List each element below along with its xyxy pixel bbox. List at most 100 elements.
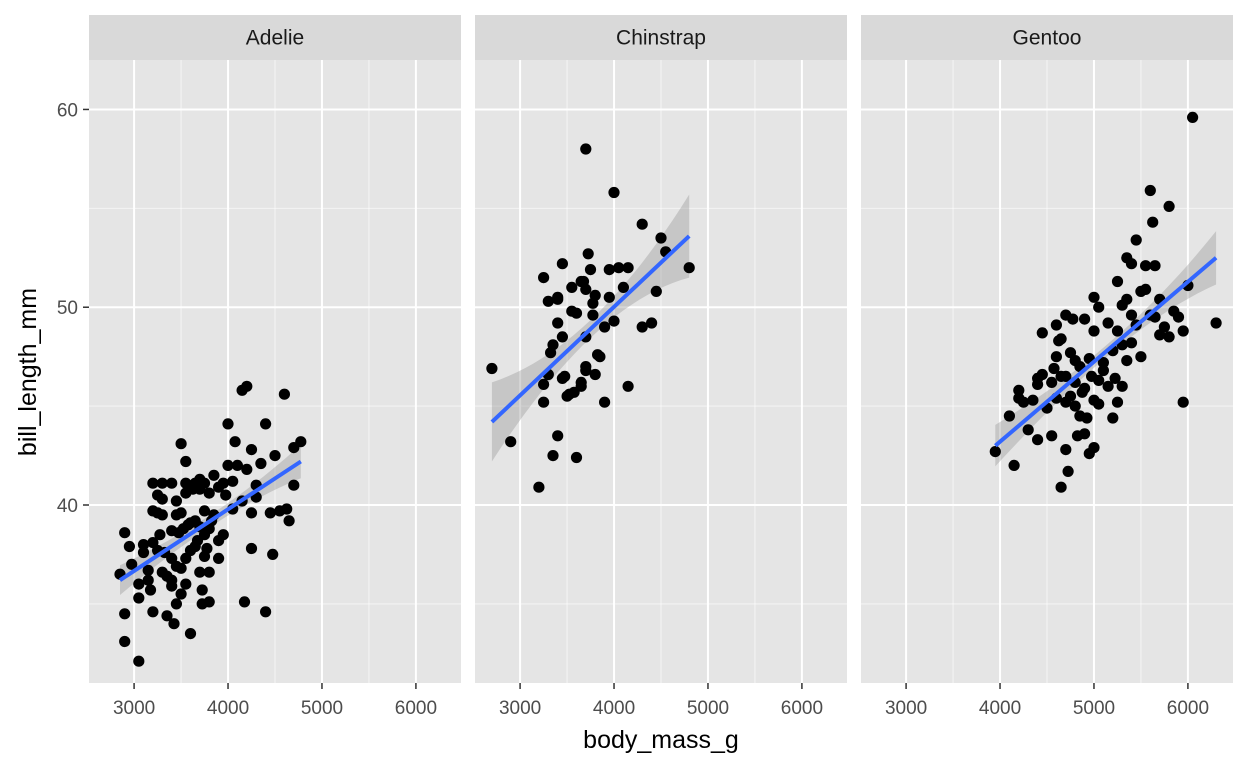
y-tick-label: 40: [57, 496, 78, 517]
data-point: [608, 186, 620, 199]
data-point: [154, 529, 166, 541]
x-tick-label: 6000: [781, 698, 823, 719]
data-point: [119, 608, 131, 620]
data-point: [566, 281, 578, 293]
data-point: [599, 396, 611, 408]
data-point: [538, 378, 550, 390]
data-point: [1163, 331, 1175, 343]
data-point: [1062, 465, 1074, 477]
data-point: [1050, 319, 1062, 331]
data-point: [1060, 370, 1072, 382]
data-point: [208, 469, 220, 481]
data-point: [126, 558, 138, 570]
data-point: [1144, 184, 1156, 197]
y-tick-label: 50: [57, 298, 78, 319]
data-point: [137, 539, 150, 551]
data-point: [1027, 394, 1039, 406]
regression-line: [490, 234, 691, 424]
data-point: [1111, 325, 1124, 337]
data-point: [144, 584, 157, 596]
data-point: [245, 444, 258, 456]
data-point: [241, 380, 253, 392]
data-point: [1055, 333, 1067, 345]
data-point: [570, 451, 583, 464]
data-point: [582, 248, 594, 260]
data-point: [278, 388, 290, 400]
data-point: [119, 635, 131, 648]
x-tick-label: 6000: [395, 698, 437, 719]
data-point: [170, 598, 182, 610]
data-point: [1079, 313, 1091, 325]
facet-strip-label: Chinstrap: [616, 27, 706, 50]
data-point: [1107, 412, 1119, 424]
data-point: [222, 459, 234, 471]
data-point: [1048, 362, 1060, 375]
regression-line: [118, 459, 302, 582]
data-point: [542, 295, 554, 307]
facet-strip: [475, 15, 847, 60]
data-point: [1088, 291, 1100, 303]
data-point: [231, 459, 243, 471]
data-point: [1079, 428, 1091, 440]
x-tick-label: 3000: [885, 698, 927, 719]
data-point: [156, 493, 168, 505]
data-point: [288, 479, 300, 491]
data-point: [147, 477, 159, 489]
data-point: [1102, 317, 1114, 329]
data-point: [175, 588, 187, 600]
data-point: [570, 307, 583, 319]
data-point: [1121, 355, 1133, 367]
data-point: [1003, 410, 1016, 422]
data-point: [636, 218, 648, 230]
data-point: [589, 289, 601, 301]
data-point: [538, 272, 550, 284]
data-point: [589, 368, 601, 381]
data-point: [608, 315, 620, 327]
data-point: [556, 331, 569, 343]
data-point: [556, 258, 569, 270]
data-point: [538, 396, 550, 408]
data-point: [123, 540, 135, 553]
data-point: [180, 455, 192, 468]
x-tick-label: 6000: [1167, 698, 1209, 719]
data-point: [1125, 258, 1138, 270]
data-point: [552, 430, 564, 442]
x-tick-label: 3000: [499, 698, 541, 719]
data-point: [1111, 396, 1124, 408]
data-point: [281, 503, 293, 515]
x-tick-label: 4000: [593, 698, 635, 719]
data-point: [1032, 434, 1044, 446]
data-point: [161, 610, 173, 622]
data-point: [1032, 378, 1044, 390]
data-point: [1093, 398, 1105, 410]
data-point: [267, 548, 279, 561]
data-point: [213, 552, 225, 565]
data-point: [636, 321, 648, 333]
x-axis-title: body_mass_g: [583, 726, 739, 754]
data-point: [559, 370, 571, 382]
data-point: [683, 262, 695, 274]
data-point: [1140, 283, 1152, 295]
data-point: [584, 264, 597, 276]
data-point: [156, 509, 168, 521]
facet-strip: [89, 15, 461, 60]
data-point: [552, 317, 564, 329]
data-point: [175, 562, 187, 574]
data-point: [580, 364, 592, 377]
data-point: [166, 580, 178, 592]
data-point: [505, 436, 517, 448]
data-point: [170, 495, 182, 507]
x-tick-label: 4000: [979, 698, 1021, 719]
data-point: [1093, 374, 1105, 386]
data-point: [1050, 351, 1062, 363]
data-point: [147, 606, 159, 618]
data-point: [603, 264, 615, 276]
data-point: [655, 232, 667, 244]
data-point: [1067, 313, 1079, 325]
data-point: [269, 450, 281, 462]
facet-panel-gentoo: Gentoo 3000 4000 5000 6000: [861, 15, 1233, 719]
data-point: [552, 291, 564, 303]
data-point: [1008, 459, 1020, 471]
data-point: [650, 285, 662, 297]
